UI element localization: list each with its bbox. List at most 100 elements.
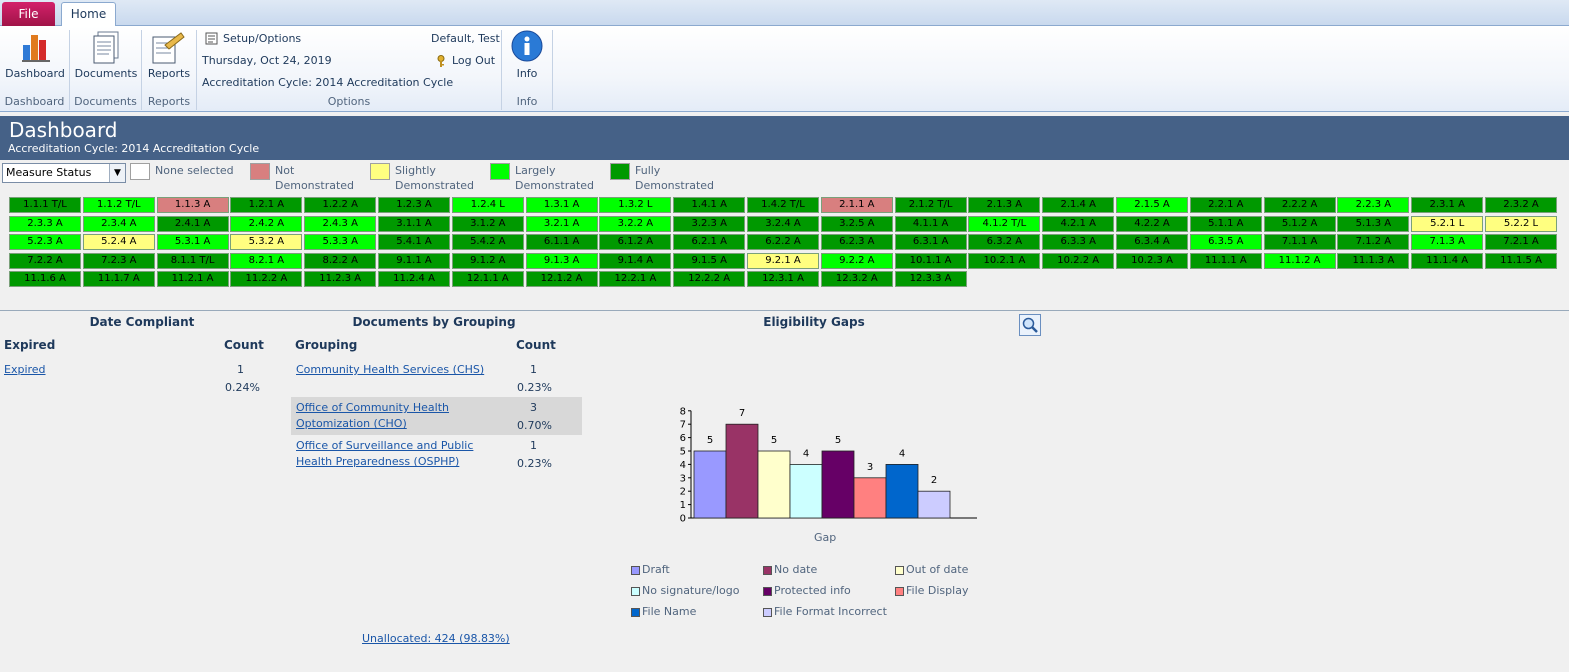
expired-link[interactable]: Expired	[4, 363, 46, 376]
measure-cell[interactable]: 3.1.1 A	[378, 215, 450, 232]
measure-cell[interactable]: 3.2.2 A	[599, 215, 672, 232]
measure-cell[interactable]: 9.1.5 A	[673, 252, 746, 269]
measure-cell[interactable]: 10.2.3 A	[1116, 252, 1188, 269]
measure-cell[interactable]: 6.2.2 A	[747, 234, 819, 250]
measure-cell[interactable]: 5.4.1 A	[378, 234, 450, 250]
measure-cell[interactable]: 2.1.2 T/L	[894, 197, 967, 213]
measure-cell[interactable]: 9.1.2 A	[451, 252, 524, 269]
measure-cell[interactable]: 2.2.3 A	[1337, 197, 1410, 213]
measure-cell[interactable]: 12.1.2 A	[525, 271, 598, 287]
log-out-link[interactable]: Log Out	[452, 54, 496, 67]
measure-cell[interactable]: 11.1.5 A	[1485, 252, 1557, 269]
measure-cell[interactable]: 2.2.1 A	[1189, 197, 1262, 213]
measure-cell[interactable]: 7.2.1 A	[1485, 234, 1557, 250]
measure-cell[interactable]: 6.1.1 A	[525, 234, 598, 250]
measure-cell[interactable]: 2.1.4 A	[1042, 197, 1115, 213]
home-tab[interactable]: Home	[61, 2, 116, 27]
measure-cell[interactable]: 10.2.1 A	[968, 252, 1041, 269]
measure-cell[interactable]: 11.1.3 A	[1337, 252, 1410, 269]
measure-cell[interactable]: 5.2.1 L	[1411, 215, 1484, 232]
measure-cell[interactable]: 9.2.2 A	[820, 252, 893, 269]
measure-cell[interactable]: 5.3.2 A	[230, 234, 303, 250]
measure-cell[interactable]: 10.2.2 A	[1042, 252, 1115, 269]
measure-cell[interactable]: 9.1.3 A	[525, 252, 598, 269]
measure-cell[interactable]: 5.2.4 A	[82, 234, 155, 250]
setup-options-link[interactable]: Setup/Options	[223, 32, 302, 45]
measure-cell[interactable]: 1.2.1 A	[230, 197, 303, 213]
grouping-link[interactable]: Health Preparedness (OSPHP)	[296, 455, 460, 468]
measure-cell[interactable]: 3.2.4 A	[747, 215, 819, 232]
measure-cell[interactable]: 7.2.3 A	[82, 252, 155, 269]
zoom-button[interactable]	[1019, 314, 1041, 336]
measure-cell[interactable]: 1.4.1 A	[673, 197, 746, 213]
measure-cell[interactable]: 5.4.2 A	[451, 234, 524, 250]
chevron-down-icon[interactable]: ▼	[109, 164, 125, 182]
measure-cell[interactable]: 7.2.2 A	[9, 252, 81, 269]
documents-button[interactable]: Documents	[73, 29, 139, 89]
measure-cell[interactable]: 6.3.5 A	[1189, 234, 1262, 250]
measure-cell[interactable]: 1.1.2 T/L	[82, 197, 155, 213]
reports-button[interactable]: Reports	[143, 29, 195, 89]
measure-cell[interactable]: 3.2.1 A	[525, 215, 598, 232]
measure-cell[interactable]: 6.3.4 A	[1116, 234, 1188, 250]
measure-cell[interactable]: 2.1.3 A	[968, 197, 1041, 213]
measure-cell[interactable]: 3.1.2 A	[451, 215, 524, 232]
measure-cell[interactable]: 7.1.2 A	[1337, 234, 1410, 250]
file-tab[interactable]: File	[2, 2, 55, 26]
measure-cell[interactable]: 9.1.1 A	[378, 252, 450, 269]
measure-cell[interactable]: 4.1.2 T/L	[968, 215, 1041, 232]
dashboard-button[interactable]: Dashboard	[2, 29, 68, 89]
measure-cell[interactable]: 8.1.1 T/L	[156, 252, 229, 269]
measure-cell[interactable]: 2.4.3 A	[304, 215, 377, 232]
measure-cell[interactable]: 6.3.1 A	[894, 234, 967, 250]
measure-cell[interactable]: 3.2.5 A	[820, 215, 893, 232]
measure-cell[interactable]: 1.2.3 A	[378, 197, 450, 213]
measure-cell[interactable]: 11.2.4 A	[378, 271, 450, 287]
measure-cell[interactable]: 1.1.3 A	[156, 197, 229, 213]
measure-cell[interactable]: 4.2.1 A	[1042, 215, 1115, 232]
measure-status-select[interactable]: Measure Status ▼	[2, 163, 126, 183]
measure-cell[interactable]: 1.3.2 L	[599, 197, 672, 213]
measure-cell[interactable]: 8.2.2 A	[304, 252, 377, 269]
unallocated-link[interactable]: Unallocated: 424 (98.83%)	[362, 632, 510, 645]
measure-cell[interactable]: 12.1.1 A	[451, 271, 524, 287]
measure-cell[interactable]: 1.4.2 T/L	[747, 197, 819, 213]
measure-cell[interactable]: 6.3.2 A	[968, 234, 1041, 250]
grouping-link[interactable]: Community Health Services (CHS)	[296, 363, 485, 376]
measure-cell[interactable]: 12.2.2 A	[673, 271, 746, 287]
measure-cell[interactable]: 11.1.7 A	[82, 271, 155, 287]
measure-cell[interactable]: 12.3.3 A	[894, 271, 967, 287]
measure-cell[interactable]: 4.1.1 A	[894, 215, 967, 232]
measure-cell[interactable]: 11.2.2 A	[230, 271, 303, 287]
measure-cell[interactable]: 6.3.3 A	[1042, 234, 1115, 250]
measure-cell[interactable]: 2.3.2 A	[1485, 197, 1557, 213]
measure-cell[interactable]: 2.4.2 A	[230, 215, 303, 232]
measure-cell[interactable]: 9.1.4 A	[599, 252, 672, 269]
measure-cell[interactable]: 3.2.3 A	[673, 215, 746, 232]
measure-cell[interactable]: 5.1.2 A	[1263, 215, 1336, 232]
measure-cell[interactable]: 1.1.1 T/L	[9, 197, 81, 213]
measure-cell[interactable]: 12.3.2 A	[820, 271, 893, 287]
measure-cell[interactable]: 1.3.1 A	[525, 197, 598, 213]
measure-cell[interactable]: 2.3.4 A	[82, 215, 155, 232]
measure-cell[interactable]: 2.1.1 A	[820, 197, 893, 213]
measure-cell[interactable]: 5.1.3 A	[1337, 215, 1410, 232]
measure-cell[interactable]: 2.3.1 A	[1411, 197, 1484, 213]
measure-cell[interactable]: 2.3.3 A	[9, 215, 81, 232]
grouping-link[interactable]: Office of Surveillance and Public	[296, 439, 474, 452]
measure-cell[interactable]: 8.2.1 A	[230, 252, 303, 269]
measure-cell[interactable]: 11.1.4 A	[1411, 252, 1484, 269]
measure-cell[interactable]: 4.2.2 A	[1116, 215, 1188, 232]
measure-cell[interactable]: 6.1.2 A	[599, 234, 672, 250]
measure-cell[interactable]: 1.2.2 A	[304, 197, 377, 213]
measure-cell[interactable]: 5.2.3 A	[9, 234, 81, 250]
measure-cell[interactable]: 9.2.1 A	[747, 252, 819, 269]
measure-cell[interactable]: 12.2.1 A	[599, 271, 672, 287]
grouping-link[interactable]: Optomization (CHO)	[296, 417, 407, 430]
measure-cell[interactable]: 11.2.3 A	[304, 271, 377, 287]
measure-cell[interactable]: 10.1.1 A	[894, 252, 967, 269]
grouping-link[interactable]: Office of Community Health	[296, 401, 449, 414]
measure-cell[interactable]: 2.4.1 A	[156, 215, 229, 232]
measure-cell[interactable]: 11.1.1 A	[1189, 252, 1262, 269]
measure-cell[interactable]: 7.1.3 A	[1411, 234, 1484, 250]
